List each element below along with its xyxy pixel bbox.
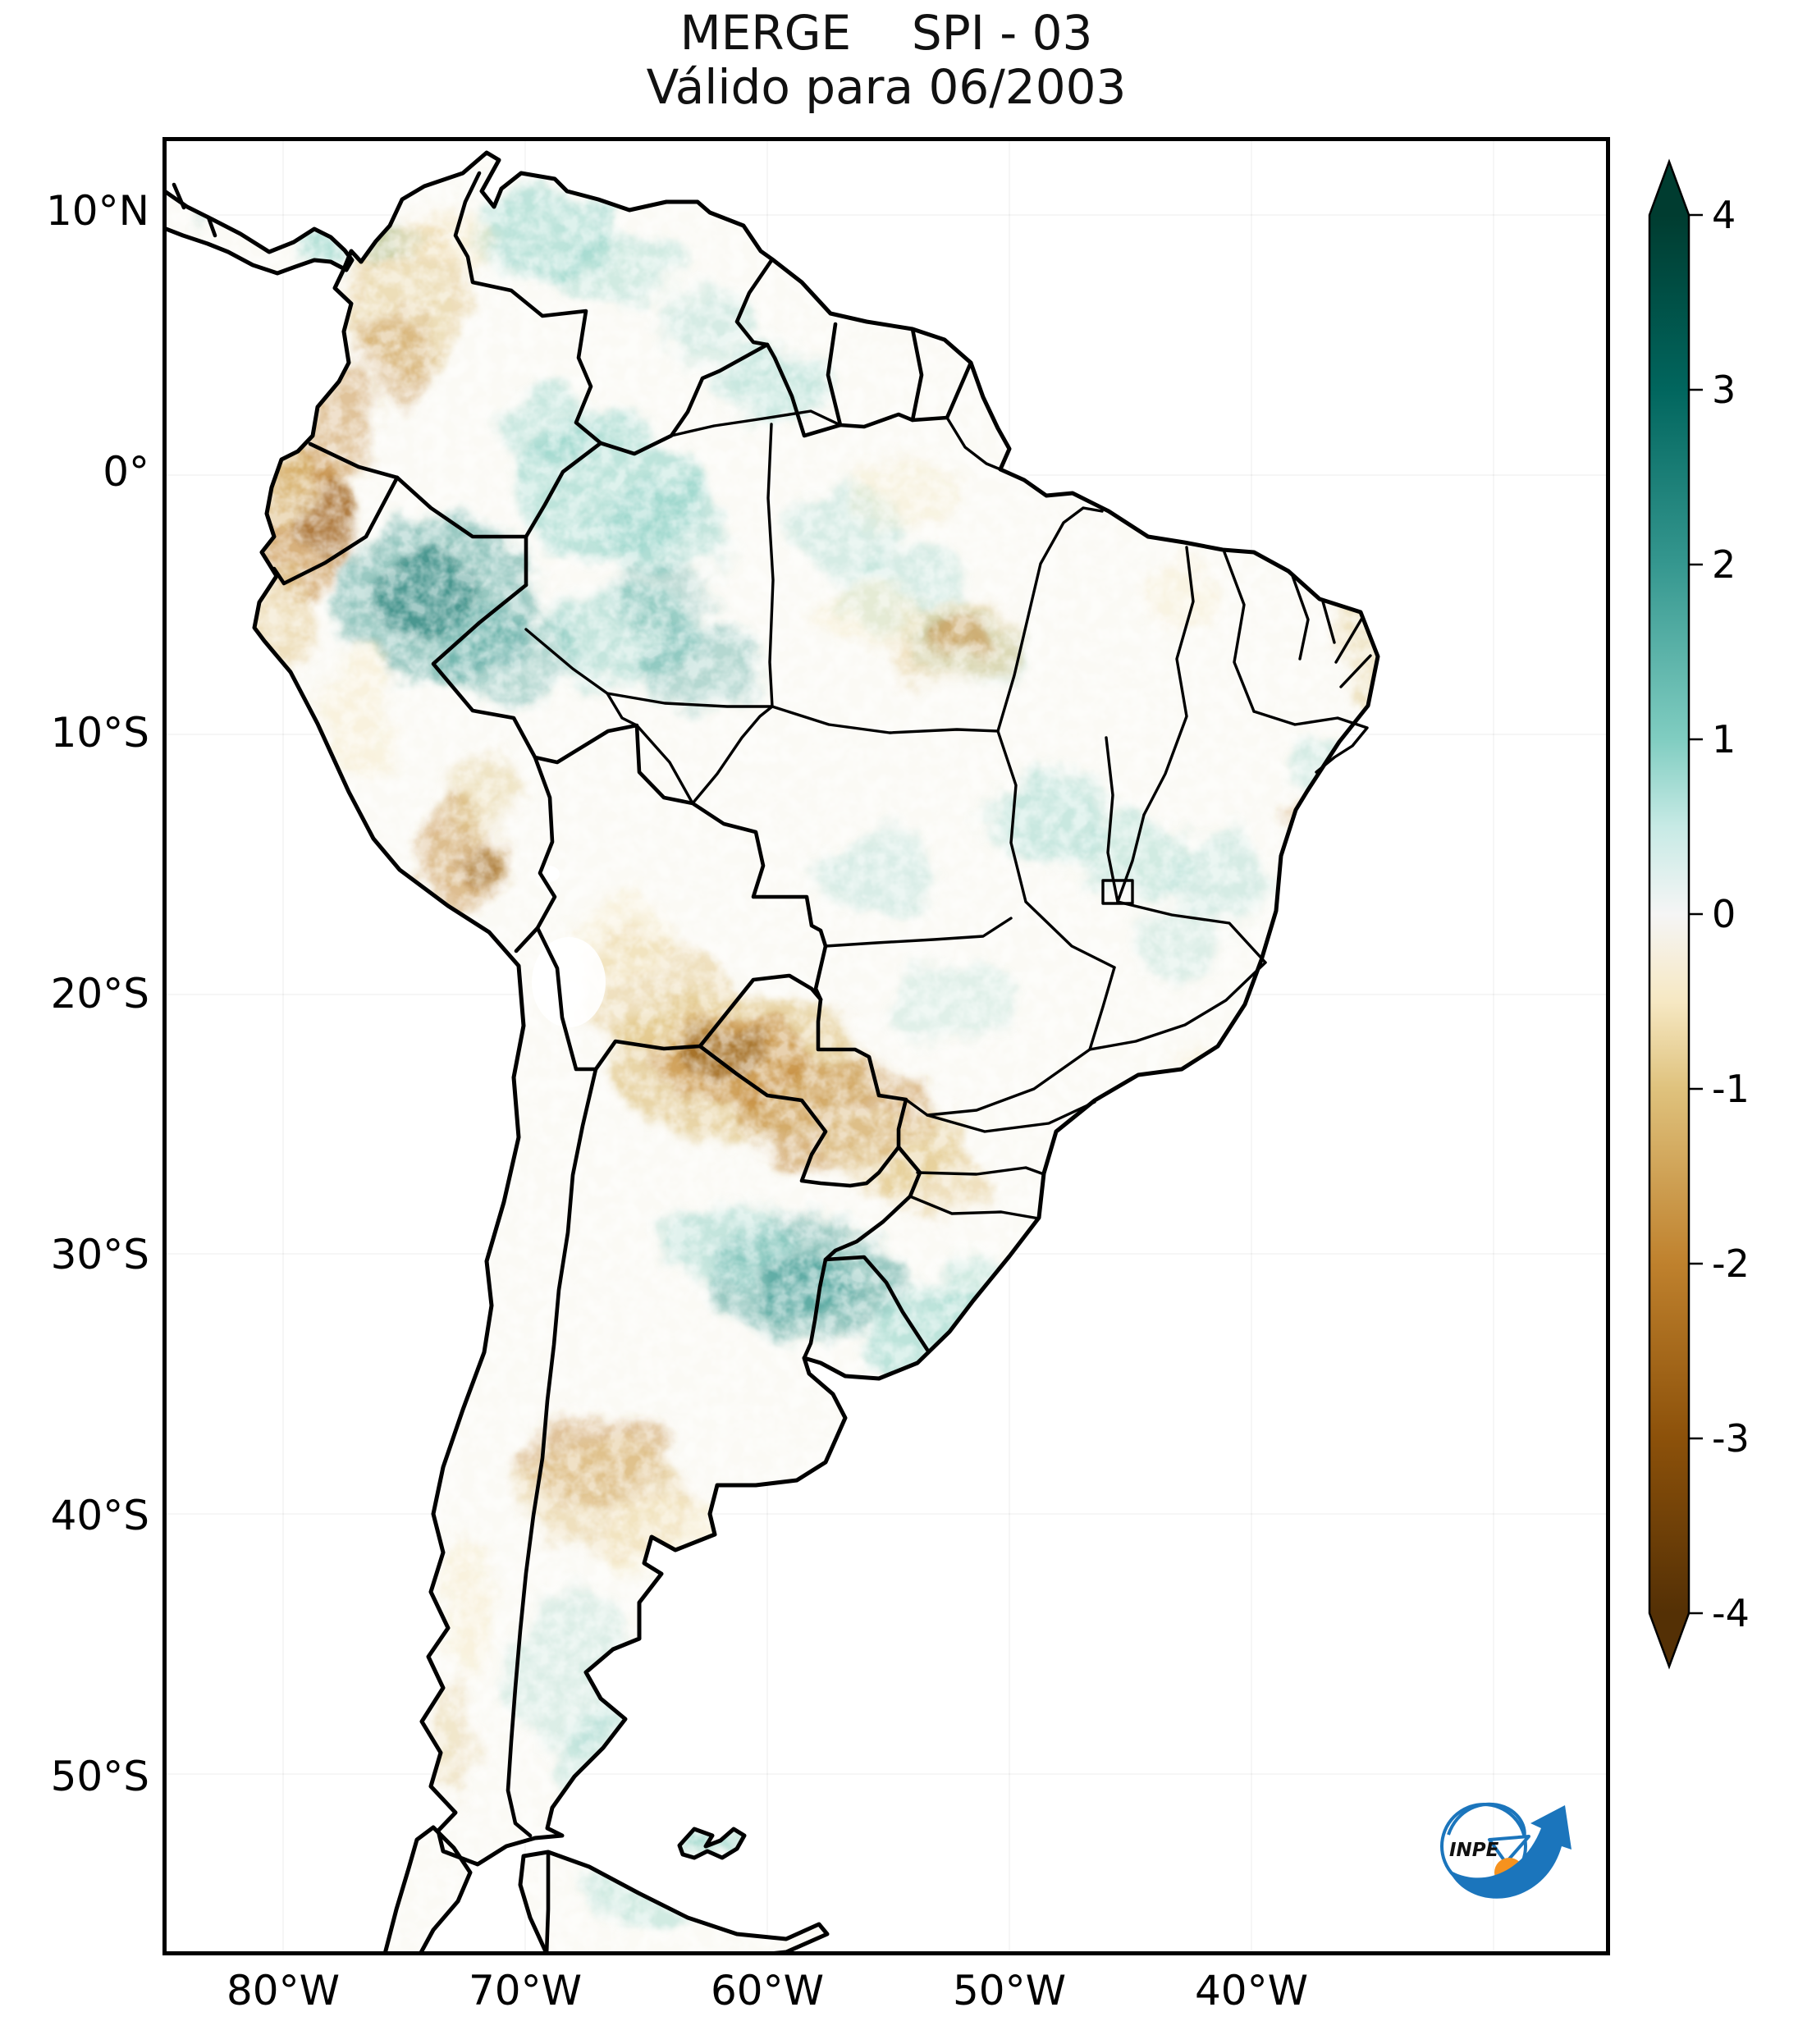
lat-tick-40s: 40°S [50, 1492, 149, 1539]
map-south-america-spi [162, 137, 1610, 1955]
colorbar [1648, 158, 1703, 1670]
salar-white-patch [532, 937, 606, 1027]
cb-tick-1: 1 [1712, 717, 1736, 761]
lat-tick-0: 0° [103, 448, 149, 496]
inpe-logo-swirl-icon [1447, 1802, 1526, 1844]
lat-tick-10s: 10°S [50, 709, 149, 757]
lat-tick-30s: 30°S [50, 1231, 149, 1278]
colorbar-gradient [1649, 215, 1689, 1613]
zero-contour-speckle [162, 153, 1378, 1955]
colorbar-extend-min [1649, 1613, 1689, 1667]
colorbar-extend-max [1649, 162, 1689, 215]
spi-field [162, 153, 1378, 1955]
lon-tick-60w: 60°W [710, 1967, 825, 2014]
lon-tick-80w: 80°W [226, 1967, 341, 2014]
figure-title: MERGE SPI - 03 [679, 5, 1093, 61]
inpe-logo: INPE [1440, 1802, 1572, 1899]
lon-tick-40w: 40°W [1194, 1967, 1309, 2014]
cb-tick-2: 2 [1712, 542, 1736, 587]
cb-tick-0: 0 [1712, 892, 1736, 936]
colorbar-ticks [1689, 213, 1703, 1615]
figure-subtitle: Válido para 06/2003 [646, 59, 1127, 115]
country-borders [172, 171, 973, 1955]
map-frame [162, 137, 1610, 1955]
lat-tick-50s: 50°S [50, 1753, 149, 1800]
cb-tick-m1: -1 [1712, 1067, 1750, 1111]
inpe-logo-text: INPE [1449, 1840, 1499, 1861]
cb-tick-m2: -2 [1712, 1241, 1750, 1286]
lon-tick-50w: 50°W [952, 1967, 1067, 2014]
lon-tick-70w: 70°W [468, 1967, 583, 2014]
lat-tick-20s: 20°S [50, 970, 149, 1017]
lat-tick-10n: 10°N [45, 187, 149, 235]
inpe-logo-up-arrow-icon [1448, 1805, 1572, 1899]
cb-tick-4: 4 [1712, 193, 1736, 237]
inpe-logo-down-arrow-icon [1488, 1835, 1530, 1864]
cb-tick-3: 3 [1712, 368, 1736, 412]
cb-tick-m4: -4 [1712, 1591, 1750, 1635]
cb-tick-m3: -3 [1712, 1416, 1750, 1461]
